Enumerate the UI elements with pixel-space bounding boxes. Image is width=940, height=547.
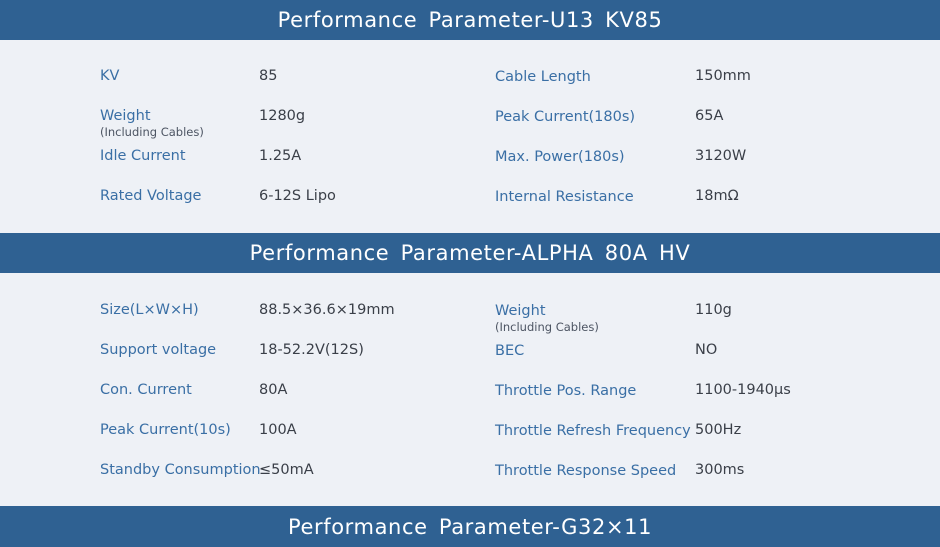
spec-panel-motor: KV 85 Weight (Including Cables) 1280g Id…	[0, 40, 940, 233]
spec-value-refresh-frequency: 500Hz	[695, 422, 742, 438]
section-header-esc: Performance Parameter-ALPHA 80A HV	[0, 233, 940, 273]
spec-label-esc-weight: Weight (Including Cables)	[495, 302, 599, 334]
spec-value-esc-weight: 110g	[695, 302, 732, 318]
spec-label-esc-weight-text: Weight	[495, 303, 546, 319]
spec-label-support-voltage: Support voltage	[100, 342, 217, 358]
spec-value-peak-current-10s: 100A	[259, 422, 297, 438]
spec-label-peak-current: Peak Current(180s)	[495, 109, 636, 125]
spec-label-weight-note: (Including Cables)	[100, 125, 204, 139]
spec-label-internal-resistance: Internal Resistance	[495, 189, 634, 205]
spec-value-peak-current: 65A	[695, 108, 724, 124]
section-header-motor: Performance Parameter-U13 KV85	[0, 0, 940, 40]
spec-value-max-power: 3120W	[695, 148, 747, 164]
spec-label-weight-text: Weight	[100, 108, 151, 124]
spec-label-refresh-frequency: Throttle Refresh Frequency	[495, 423, 691, 439]
spec-value-standby-consumption: ≤50mA	[259, 462, 314, 478]
spec-value-throttle-range: 1100-1940μs	[695, 382, 791, 398]
spec-value-idle-current: 1.25A	[259, 148, 302, 164]
spec-label-standby-consumption: Standby Consumption	[100, 462, 261, 478]
spec-value-weight: 1280g	[259, 108, 306, 124]
section-header-propeller: Performance Parameter-G32×11	[0, 506, 940, 547]
spec-value-cable-length: 150mm	[695, 68, 751, 84]
spec-value-rated-voltage: 6-12S Lipo	[259, 188, 336, 204]
section-title-propeller: Performance Parameter-G32×11	[287, 514, 653, 539]
spec-label-bec: BEC	[495, 343, 525, 359]
spec-label-throttle-range: Throttle Pos. Range	[495, 383, 637, 399]
spec-value-response-speed: 300ms	[695, 462, 745, 478]
spec-label-weight: Weight (Including Cables)	[100, 107, 204, 139]
spec-value-bec: NO	[695, 342, 718, 358]
spec-label-rated-voltage: Rated Voltage	[100, 188, 202, 204]
spec-label-idle-current: Idle Current	[100, 148, 186, 164]
spec-value-internal-resistance: 18mΩ	[695, 188, 739, 204]
spec-label-response-speed: Throttle Response Speed	[495, 463, 677, 479]
spec-value-support-voltage: 18-52.2V(12S)	[259, 342, 364, 358]
spec-label-kv: KV	[100, 68, 120, 84]
spec-panel-esc: Size(L×W×H) 88.5×36.6×19mm Support volta…	[0, 273, 940, 506]
spec-value-kv: 85	[259, 68, 278, 84]
spec-label-size: Size(L×W×H)	[100, 302, 199, 318]
section-title-motor: Performance Parameter-U13 KV85	[277, 8, 663, 32]
section-title-esc: Performance Parameter-ALPHA 80A HV	[249, 241, 691, 265]
spec-value-size: 88.5×36.6×19mm	[259, 302, 395, 318]
spec-label-max-power: Max. Power(180s)	[495, 149, 625, 165]
spec-label-con-current: Con. Current	[100, 382, 192, 398]
spec-value-con-current: 80A	[259, 382, 288, 398]
spec-label-cable-length: Cable Length	[495, 69, 591, 85]
spec-label-esc-weight-note: (Including Cables)	[495, 320, 599, 334]
spec-label-peak-current-10s: Peak Current(10s)	[100, 422, 231, 438]
